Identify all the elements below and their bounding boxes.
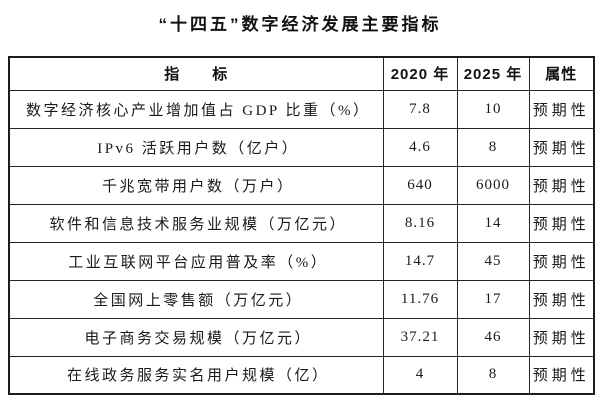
value-2025-cell: 6000 [456,165,530,205]
table-row: IPv6 活跃用户数（亿户） 4.6 8 预期性 [8,127,595,167]
indicator-cell: 全国网上零售额（万亿元） [8,279,384,319]
table-header-row: 指 标 2020 年 2025 年 属性 [8,56,595,91]
indicator-cell: 在线政务服务实名用户规模（亿） [8,355,384,395]
value-2020-cell: 4 [382,355,458,395]
indicator-cell: 软件和信息技术服务业规模（万亿元） [8,203,384,243]
value-2025-cell: 45 [456,241,530,281]
value-2020-cell: 640 [382,165,458,205]
table-row: 在线政务服务实名用户规模（亿） 4 8 预期性 [8,355,595,395]
col-header-indicator: 指 标 [8,56,384,91]
col-header-attribute: 属性 [528,56,595,91]
attribute-cell: 预期性 [528,241,595,281]
value-2020-cell: 11.76 [382,279,458,319]
value-2025-cell: 10 [456,89,530,129]
attribute-cell: 预期性 [528,203,595,243]
document-page: “十四五”数字经济发展主要指标 指 标 2020 年 2025 年 属性 数字经… [8,15,595,395]
page-title: “十四五”数字经济发展主要指标 [158,15,442,34]
indicators-table: 指 标 2020 年 2025 年 属性 数字经济核心产业增加值占 GDP 比重… [8,56,595,395]
table-row: 数字经济核心产业增加值占 GDP 比重（%） 7.8 10 预期性 [8,89,595,129]
value-2020-cell: 37.21 [382,317,458,357]
table-row: 千兆宽带用户数（万户） 640 6000 预期性 [8,165,595,205]
value-2025-cell: 8 [456,127,530,167]
attribute-cell: 预期性 [528,127,595,167]
attribute-cell: 预期性 [528,279,595,319]
value-2020-cell: 7.8 [382,89,458,129]
col-header-2020: 2020 年 [382,56,458,91]
indicator-cell: IPv6 活跃用户数（亿户） [8,127,384,167]
value-2025-cell: 14 [456,203,530,243]
table-row: 全国网上零售额（万亿元） 11.76 17 预期性 [8,279,595,319]
attribute-cell: 预期性 [528,317,595,357]
table-row: 工业互联网平台应用普及率（%） 14.7 45 预期性 [8,241,595,281]
attribute-cell: 预期性 [528,165,595,205]
value-2020-cell: 4.6 [382,127,458,167]
indicator-cell: 千兆宽带用户数（万户） [8,165,384,205]
value-2025-cell: 46 [456,317,530,357]
value-2020-cell: 8.16 [382,203,458,243]
value-2020-cell: 14.7 [382,241,458,281]
table-row: 软件和信息技术服务业规模（万亿元） 8.16 14 预期性 [8,203,595,243]
col-header-2025: 2025 年 [456,56,530,91]
indicator-cell: 数字经济核心产业增加值占 GDP 比重（%） [8,89,384,129]
value-2025-cell: 8 [456,355,530,395]
attribute-cell: 预期性 [528,355,595,395]
indicator-cell: 工业互联网平台应用普及率（%） [8,241,384,281]
attribute-cell: 预期性 [528,89,595,129]
indicator-cell: 电子商务交易规模（万亿元） [8,317,384,357]
value-2025-cell: 17 [456,279,530,319]
table-row: 电子商务交易规模（万亿元） 37.21 46 预期性 [8,317,595,357]
